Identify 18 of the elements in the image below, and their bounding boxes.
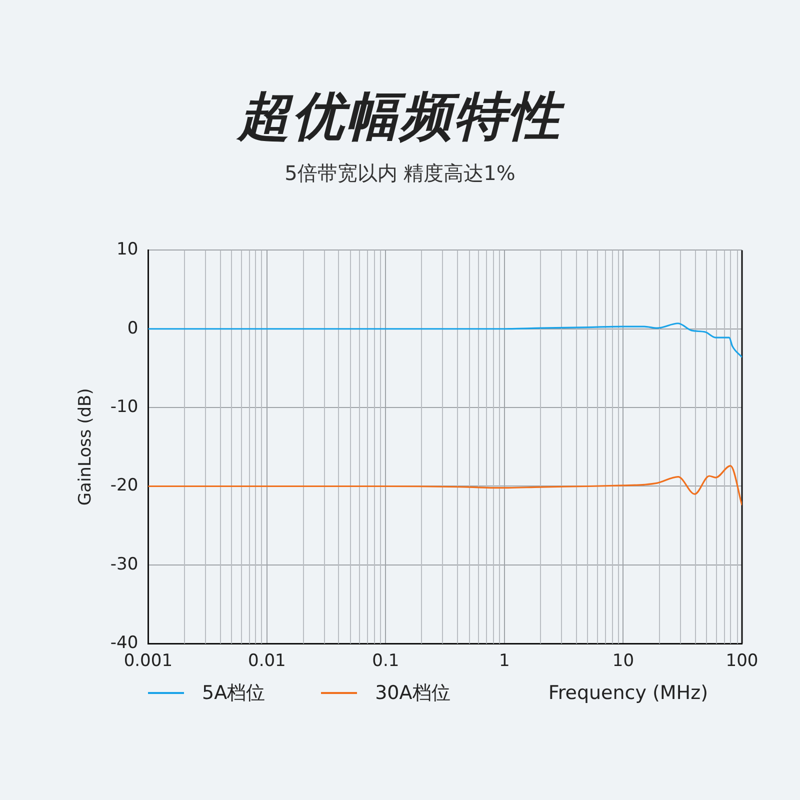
chart-subtitle: 5倍带宽以内 精度高达1% — [284, 160, 516, 187]
x-tick-label: 10 — [612, 651, 634, 672]
x-tick-label: 0.01 — [248, 651, 286, 672]
legend-label: 5A档位 — [202, 681, 266, 706]
y-axis-title: GainLoss (dB) — [76, 388, 96, 506]
y-tick-label: -20 — [110, 476, 138, 496]
y-tick-label: -40 — [110, 633, 138, 654]
x-tick-label: 0.001 — [124, 651, 172, 672]
x-tick-label: 100 — [726, 651, 758, 672]
y-tick-label: 10 — [116, 240, 138, 260]
chart-title: 超优幅频特性 — [235, 86, 566, 149]
y-tick-label: -30 — [110, 554, 138, 574]
y-tick-label: 0 — [127, 318, 138, 338]
y-tick-label: -10 — [110, 396, 138, 417]
x-tick-label: 0.1 — [372, 651, 400, 672]
x-tick-label: 1 — [499, 651, 510, 672]
legend-label: 30A档位 — [375, 681, 450, 706]
x-axis-title: Frequency (MHz) — [548, 682, 708, 704]
